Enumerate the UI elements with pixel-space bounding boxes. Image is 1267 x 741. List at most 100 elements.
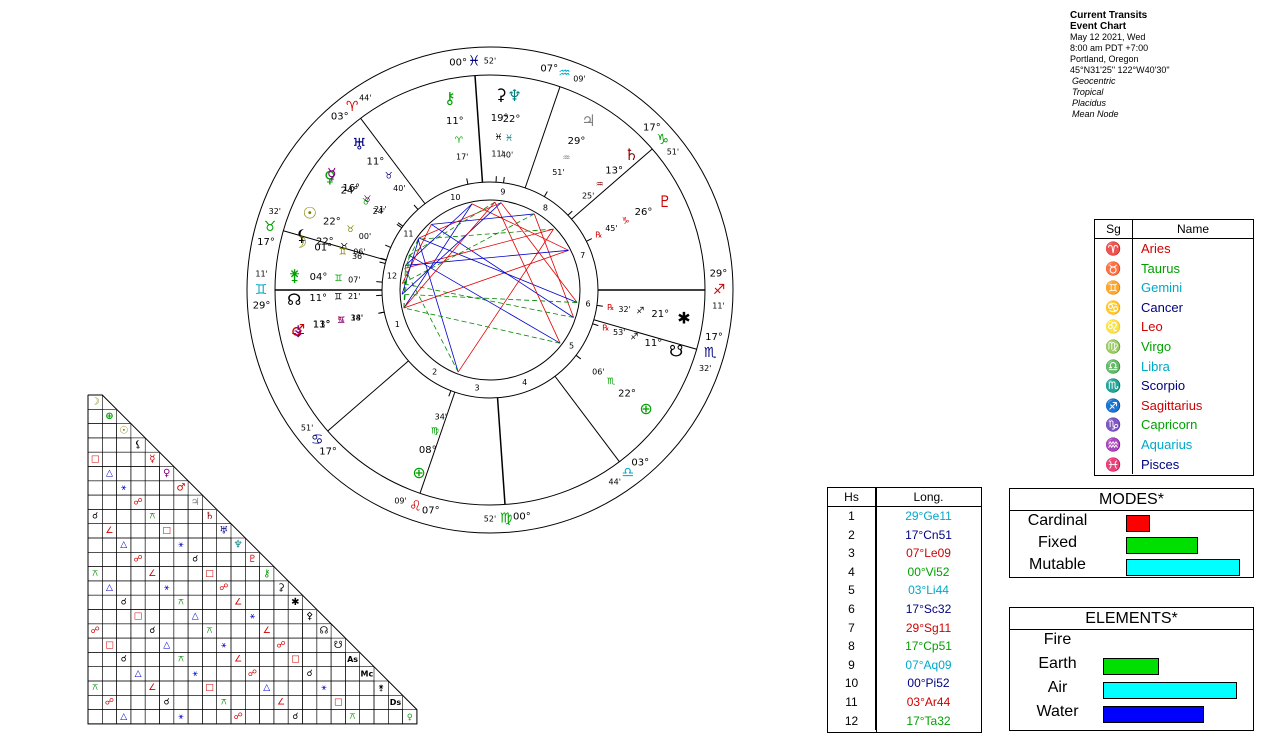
grid-cell[interactable] — [116, 609, 132, 625]
grid-cell[interactable] — [302, 680, 318, 696]
grid-cell[interactable] — [216, 666, 232, 682]
grid-cell[interactable] — [173, 509, 189, 525]
grid-cell[interactable] — [216, 537, 232, 553]
grid-cell[interactable] — [101, 480, 117, 496]
grid-cell[interactable] — [273, 609, 289, 625]
grid-cell[interactable] — [144, 652, 160, 667]
grid-cell[interactable] — [187, 580, 203, 596]
grid-cell[interactable] — [159, 537, 175, 553]
grid-cell[interactable] — [230, 552, 246, 567]
grid-cell[interactable] — [345, 666, 360, 682]
grid-cell[interactable] — [101, 709, 117, 725]
grid-cell[interactable] — [202, 637, 218, 653]
grid-cell[interactable] — [87, 594, 103, 610]
grid-cell[interactable] — [216, 609, 232, 625]
grid-cell[interactable] — [144, 494, 160, 510]
grid-cell[interactable] — [116, 666, 132, 682]
grid-cell[interactable] — [245, 652, 260, 667]
grid-cell[interactable] — [216, 566, 232, 582]
grid-cell[interactable] — [259, 594, 275, 610]
grid-cell[interactable] — [359, 709, 375, 725]
grid-cell[interactable] — [259, 694, 275, 710]
grid-cell[interactable] — [245, 566, 260, 582]
grid-cell[interactable] — [173, 523, 189, 539]
grid-cell[interactable] — [87, 637, 103, 653]
grid-cell[interactable] — [230, 666, 246, 682]
grid-cell[interactable] — [116, 552, 132, 567]
grid-cell[interactable] — [116, 451, 132, 467]
grid-cell[interactable] — [130, 694, 146, 710]
grid-cell[interactable] — [87, 552, 103, 567]
grid-cell[interactable] — [173, 637, 189, 653]
grid-cell[interactable] — [173, 623, 189, 639]
grid-cell[interactable] — [159, 709, 175, 725]
grid-cell[interactable] — [130, 652, 146, 667]
grid-cell[interactable] — [302, 694, 318, 710]
grid-cell[interactable] — [173, 680, 189, 696]
grid-cell[interactable] — [187, 566, 203, 582]
grid-cell[interactable] — [159, 552, 175, 567]
grid-cell[interactable] — [202, 594, 218, 610]
grid-cell[interactable] — [387, 709, 403, 725]
grid-cell[interactable] — [216, 623, 232, 639]
grid-cell[interactable] — [101, 566, 117, 582]
grid-cell[interactable] — [202, 537, 218, 553]
grid-cell[interactable] — [187, 637, 203, 653]
grid-cell[interactable] — [316, 694, 332, 710]
grid-cell[interactable] — [101, 423, 117, 439]
grid-cell[interactable] — [159, 494, 175, 510]
grid-cell[interactable] — [245, 580, 260, 596]
grid-cell[interactable] — [87, 480, 103, 496]
grid-cell[interactable] — [159, 509, 175, 525]
grid-cell[interactable] — [130, 594, 146, 610]
grid-cell[interactable] — [116, 566, 132, 582]
grid-cell[interactable] — [130, 623, 146, 639]
grid-cell[interactable] — [116, 623, 132, 639]
grid-cell[interactable] — [202, 580, 218, 596]
grid-cell[interactable] — [273, 594, 289, 610]
grid-cell[interactable] — [87, 652, 103, 667]
grid-cell[interactable] — [330, 709, 346, 725]
grid-cell[interactable] — [101, 594, 117, 610]
grid-cell[interactable] — [202, 709, 218, 725]
grid-cell[interactable] — [230, 609, 246, 625]
grid-cell[interactable] — [330, 680, 346, 696]
grid-cell[interactable] — [116, 523, 132, 539]
grid-cell[interactable] — [316, 637, 332, 653]
grid-cell[interactable] — [130, 580, 146, 596]
grid-cell[interactable] — [245, 680, 260, 696]
grid-cell[interactable] — [159, 594, 175, 610]
grid-cell[interactable] — [87, 523, 103, 539]
grid-cell[interactable] — [116, 466, 132, 482]
grid-cell[interactable] — [87, 666, 103, 682]
grid-cell[interactable] — [173, 580, 189, 596]
grid-cell[interactable] — [101, 623, 117, 639]
grid-cell[interactable] — [144, 666, 160, 682]
grid-cell[interactable] — [287, 637, 303, 653]
grid-cell[interactable] — [187, 709, 203, 725]
grid-cell[interactable] — [316, 652, 332, 667]
grid-cell[interactable] — [316, 709, 332, 725]
grid-cell[interactable] — [230, 637, 246, 653]
grid-cell[interactable] — [144, 466, 160, 482]
grid-cell[interactable] — [202, 652, 218, 667]
grid-cell[interactable] — [101, 680, 117, 696]
grid-cell[interactable] — [144, 523, 160, 539]
grid-cell[interactable] — [101, 451, 117, 467]
grid-cell[interactable] — [187, 537, 203, 553]
grid-cell[interactable] — [130, 637, 146, 653]
grid-cell[interactable] — [230, 680, 246, 696]
grid-cell[interactable] — [130, 537, 146, 553]
grid-cell[interactable] — [116, 509, 132, 525]
grid-cell[interactable] — [259, 637, 275, 653]
grid-cell[interactable] — [116, 637, 132, 653]
grid-cell[interactable] — [373, 709, 389, 725]
grid-cell[interactable] — [144, 580, 160, 596]
grid-cell[interactable] — [245, 709, 260, 725]
grid-cell[interactable] — [173, 494, 189, 510]
grid-cell[interactable] — [130, 709, 146, 725]
grid-cell[interactable] — [273, 666, 289, 682]
grid-cell[interactable] — [173, 694, 189, 710]
grid-cell[interactable] — [130, 566, 146, 582]
